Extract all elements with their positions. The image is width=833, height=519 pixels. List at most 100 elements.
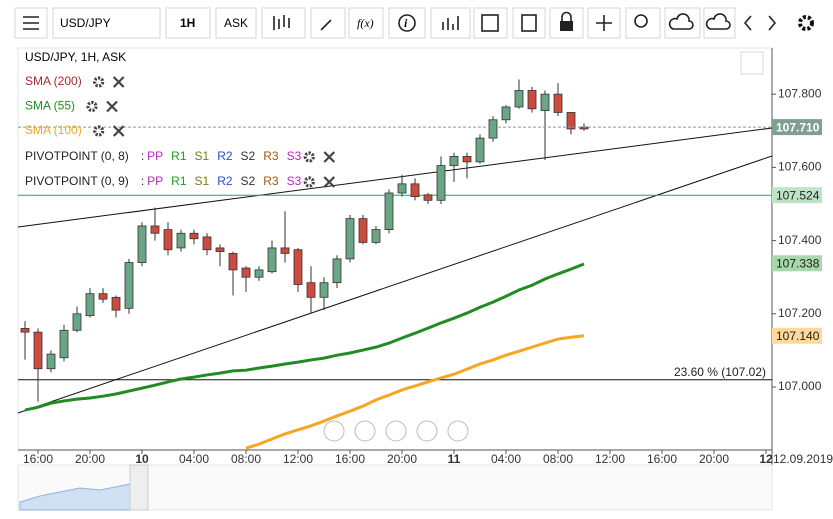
studies-button[interactable] [348,7,384,39]
info-button[interactable] [388,7,426,39]
pivot-name: PIVOTPOINT (0, 9) [25,174,129,188]
interval: 1H [180,16,195,30]
pivot-item: S3 [287,174,302,188]
candle-body [514,90,524,108]
candle-body [527,90,537,110]
date-label: 12.09.2019 [773,452,833,466]
legend-header: USD/JPY, 1H, ASK [25,50,126,64]
popout-button[interactable] [740,51,764,75]
candle-body [332,258,342,284]
price-tag-label: 107.524 [776,188,820,202]
candle-body [215,247,225,252]
x-tick-label: 12:00 [595,452,625,466]
save-button[interactable] [664,7,701,39]
x-tick-label: 04:00 [491,452,521,466]
pivot-item: PP [147,174,163,188]
price-side: ASK [224,16,248,30]
candle-body [202,236,212,251]
candle-body [59,329,69,359]
pivot-prefix: : [141,149,144,163]
x-tick-label: 04:00 [179,452,209,466]
candle-body [72,313,82,331]
pivot-item: R1 [171,149,187,163]
remove-icon[interactable] [106,100,118,113]
calendar-icon [481,14,499,32]
remove-icon[interactable] [323,151,336,163]
zoom-in[interactable] [416,420,438,442]
forward-button[interactable] [768,15,777,31]
candle-body [228,253,238,271]
notes-button[interactable] [512,7,546,39]
cloud-up-icon [668,13,694,30]
pivot-prefix: : [141,174,144,188]
y-tick-label: 107.600 [778,160,822,174]
candle-body [488,119,498,139]
trend-line [17,127,773,228]
x-tick-label: 16:00 [23,452,53,466]
info-icon [398,14,416,32]
candle-icon [273,15,290,30]
candle-body [319,282,329,298]
pivot-item: R2 [217,174,233,188]
candle-body [280,247,290,254]
sma-line [245,334,585,450]
settings-button[interactable] [798,15,814,31]
back-button[interactable] [743,15,752,31]
candle-body [33,331,43,370]
calendar-button[interactable] [473,7,508,39]
pivot-item: PP [147,149,163,163]
remove-icon[interactable] [112,125,125,137]
settings-icon[interactable] [303,176,315,188]
trend-line [17,155,773,414]
candle-body [137,225,147,263]
remove-icon[interactable] [112,76,125,88]
settings-icon[interactable] [93,76,105,88]
price-tag-label: 107.710 [776,120,820,134]
pivot-item: R1 [171,174,187,188]
notes-icon [521,14,537,32]
candle-body [410,183,420,198]
info-label: i [404,16,408,30]
candle-body [371,229,381,243]
toolbar: USD/JPY 1H ASK f(x) i [14,7,814,39]
price-tag-label: 107.140 [776,329,820,343]
pivot-name: PIVOTPOINT (0, 8) [25,149,129,163]
lock-icon [560,21,573,31]
candle-body [397,183,407,194]
candle-body [98,293,108,300]
settings-icon[interactable] [93,125,105,137]
zoom-button[interactable] [625,7,661,39]
scroll-left[interactable] [323,420,345,442]
candle-body [553,93,563,113]
settings-icon[interactable] [303,151,315,163]
symbol: USD/JPY [60,16,111,30]
remove-icon[interactable] [323,176,336,188]
volume-button[interactable] [430,7,471,39]
pivot-item: R2 [217,149,233,163]
candle-body [436,165,446,201]
candle-body [189,232,199,240]
price-tag [772,119,822,136]
candle-body [241,267,251,278]
side-select[interactable] [215,7,257,39]
reset[interactable] [385,420,407,442]
x-tick-label: 11 [448,452,461,466]
pencil-icon [320,19,332,31]
scroll-right[interactable] [447,420,469,442]
zoom-controls [323,420,469,442]
interval-select[interactable] [165,7,211,39]
x-tick-label: 20:00 [75,452,105,466]
zoom-out[interactable] [354,420,376,442]
price-tag [772,187,822,204]
x-tick-label: 08:00 [231,452,261,466]
study-name: SMA (200) [25,74,82,88]
x-tick-label: 08:00 [543,452,573,466]
navigator-handle[interactable] [129,464,149,511]
symbol-select[interactable] [52,7,161,39]
x-tick-label: 16:00 [647,452,677,466]
bars-icon [442,16,459,30]
pivot-item: S1 [195,174,210,188]
settings-icon[interactable] [86,100,98,113]
pivot-item: S3 [287,149,302,163]
candle-body [111,296,121,311]
